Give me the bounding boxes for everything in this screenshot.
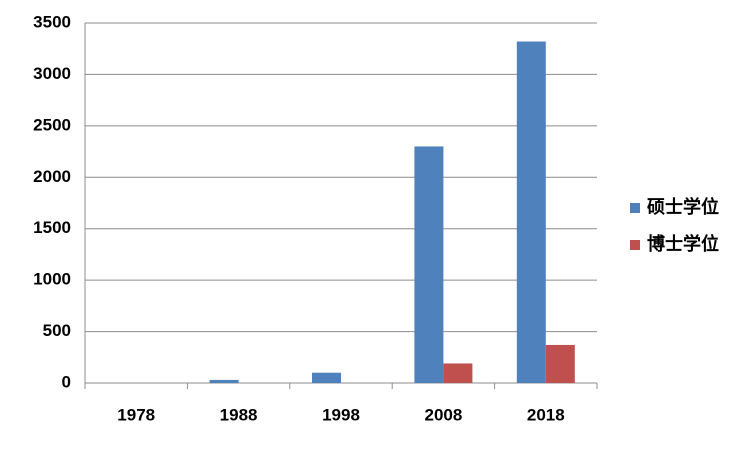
bar: [516, 41, 546, 384]
y-tick-label: 2500: [33, 115, 71, 134]
y-tick-label: 1000: [33, 270, 71, 289]
x-tick-label: 1988: [220, 405, 258, 424]
y-tick-label: 500: [43, 321, 71, 340]
y-tick-label: 3000: [33, 64, 71, 83]
y-tick-label: 1500: [33, 218, 71, 237]
x-tick-label: 2008: [424, 405, 462, 424]
legend-swatch: [630, 203, 640, 213]
bar: [312, 372, 341, 383]
legend-label: 博士学位: [647, 233, 719, 254]
y-tick-label: 0: [62, 372, 71, 391]
bar: [443, 363, 473, 383]
legend-swatch: [630, 240, 640, 250]
x-tick-label: 2018: [527, 405, 565, 424]
bar: [545, 344, 575, 383]
bar: [414, 146, 444, 383]
bar: [209, 379, 239, 383]
x-tick-label: 1998: [322, 405, 360, 424]
x-tick-label: 1978: [117, 405, 155, 424]
y-tick-label: 2000: [33, 167, 71, 186]
y-tick-label: 3500: [33, 12, 71, 31]
legend-label: 硕士学位: [647, 196, 719, 217]
